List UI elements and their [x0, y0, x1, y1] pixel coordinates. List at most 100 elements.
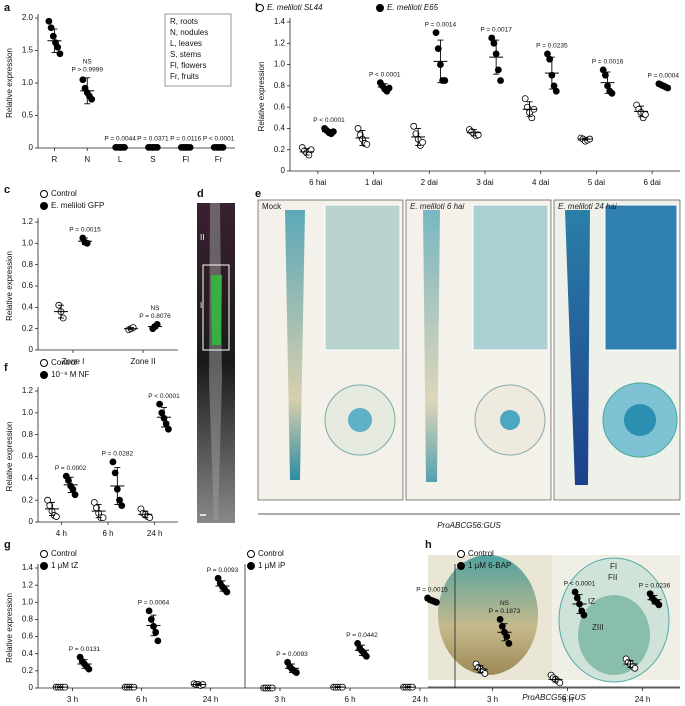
- x-tick-label: Fr: [215, 155, 223, 164]
- legend-text: S, stems: [170, 50, 201, 59]
- x-tick-label: 3 h: [487, 695, 498, 704]
- p-value: P < 0.0001: [313, 117, 345, 124]
- zone-label: ZIII: [592, 623, 604, 632]
- data-point: [552, 87, 560, 95]
- p-value: P = 0.0235: [536, 43, 568, 50]
- x-tick-label: 3 h: [67, 695, 78, 704]
- legend-label: 1 μM 6-BAP: [468, 561, 511, 570]
- p-value: P < 0.0001: [564, 581, 596, 588]
- y-tick-label: 0.2: [22, 495, 34, 504]
- x-tick-label: 24 h: [203, 695, 219, 704]
- legend-text: N, nodules: [170, 28, 208, 37]
- p-value: P = 0.0282: [102, 451, 134, 458]
- legend-marker: [40, 359, 48, 367]
- data-point: [494, 66, 502, 74]
- y-tick-label: 0.6: [22, 452, 34, 461]
- legend-label: Control: [51, 549, 77, 558]
- root-image: [285, 210, 305, 480]
- ns-label: NS: [150, 305, 160, 312]
- data-point: [410, 122, 418, 130]
- legend-text: Fr, fruits: [170, 72, 199, 81]
- y-tick-label: 1.4: [22, 563, 34, 572]
- data-point: [655, 601, 663, 609]
- x-tick-label: 24 h: [412, 695, 428, 704]
- data-point: [441, 77, 449, 84]
- ns-label: NS: [83, 59, 93, 66]
- x-tick-label: R: [52, 155, 58, 164]
- y-tick-label: 0: [29, 517, 34, 526]
- data-point: [631, 664, 639, 672]
- p-value: P = 0.0014: [425, 21, 457, 28]
- y-tick-label: 1.0: [22, 597, 34, 606]
- data-point: [556, 679, 564, 687]
- p-value: P = 0.1873: [489, 608, 521, 615]
- zone-box: [202, 264, 230, 351]
- y-tick-label: 0.2: [274, 145, 286, 154]
- data-point: [496, 616, 504, 623]
- data-point: [111, 469, 119, 477]
- data-point: [354, 125, 362, 132]
- p-value: P = 0.0016: [592, 59, 624, 66]
- legend-label: Control: [51, 358, 77, 367]
- caption: ProABCG56:GUS: [437, 521, 501, 530]
- y-tick-label: 0.4: [274, 124, 286, 133]
- x-tick-label: Zone I: [62, 357, 85, 366]
- x-tick-label: Fl: [182, 155, 189, 164]
- y-tick-label: 1.0: [22, 238, 34, 247]
- data-point: [49, 32, 57, 40]
- root-image: [565, 210, 590, 485]
- p-value: P < 0.0001: [203, 135, 235, 142]
- y-axis-label: Relative expression: [5, 422, 14, 492]
- x-tick-label: 6 h: [136, 695, 147, 704]
- legend-marker: [457, 550, 465, 558]
- data-point: [164, 425, 172, 433]
- legend-marker: [247, 550, 255, 558]
- y-tick-label: 0: [29, 345, 34, 354]
- x-tick-label: Zone II: [131, 357, 156, 366]
- y-tick-label: 2.0: [22, 13, 34, 22]
- data-point: [145, 607, 153, 615]
- legend-marker: [247, 562, 255, 570]
- p-value: P = 0.0093: [207, 567, 239, 574]
- y-tick-label: 0.8: [274, 81, 286, 90]
- data-point: [88, 95, 96, 103]
- data-point: [147, 616, 155, 623]
- p-value: P = 0.0002: [55, 465, 87, 472]
- y-tick-label: 1.0: [22, 78, 34, 87]
- p-value: P < 0.0001: [148, 393, 180, 400]
- inset: [472, 204, 549, 351]
- y-tick-label: 0.5: [22, 111, 34, 120]
- legend-label: Control: [258, 549, 284, 558]
- x-tick-label: 3 dai: [476, 178, 494, 187]
- y-axis-label: Relative expression: [257, 62, 266, 132]
- legend-marker: [376, 4, 384, 12]
- p-value: P = 0.0093: [276, 651, 308, 658]
- data-point: [434, 45, 442, 53]
- p-value: P = 0.0116: [170, 135, 201, 142]
- legend-marker: [256, 4, 264, 12]
- y-tick-label: 0.8: [22, 430, 34, 439]
- section-core: [624, 404, 656, 436]
- x-tick-label: L: [118, 155, 123, 164]
- x-tick-label: 6 h: [102, 529, 113, 538]
- legend-label: Control: [468, 549, 494, 558]
- data-point: [505, 640, 513, 647]
- legend-marker: [457, 562, 465, 570]
- p-value: P = 0.0017: [480, 27, 512, 34]
- y-tick-label: 1.2: [22, 580, 34, 589]
- y-tick-label: 0.4: [22, 302, 34, 311]
- x-tick-label: N: [84, 155, 90, 164]
- legend-label: E. meliloti SL44: [267, 3, 323, 12]
- y-tick-label: 0: [29, 143, 34, 152]
- panel-letter: a: [4, 2, 11, 14]
- y-tick-label: 1.4: [274, 17, 286, 26]
- x-tick-label: 6 h: [562, 695, 573, 704]
- panel-letter: e: [255, 188, 261, 200]
- caption: ProABCG56:GUS: [522, 693, 586, 702]
- p-value: P = 0.0004: [648, 72, 680, 79]
- legend-label: Control: [51, 189, 77, 198]
- data-point: [546, 55, 554, 63]
- ns-label: NS: [500, 600, 510, 607]
- p-value: P = 0.0015: [416, 587, 448, 594]
